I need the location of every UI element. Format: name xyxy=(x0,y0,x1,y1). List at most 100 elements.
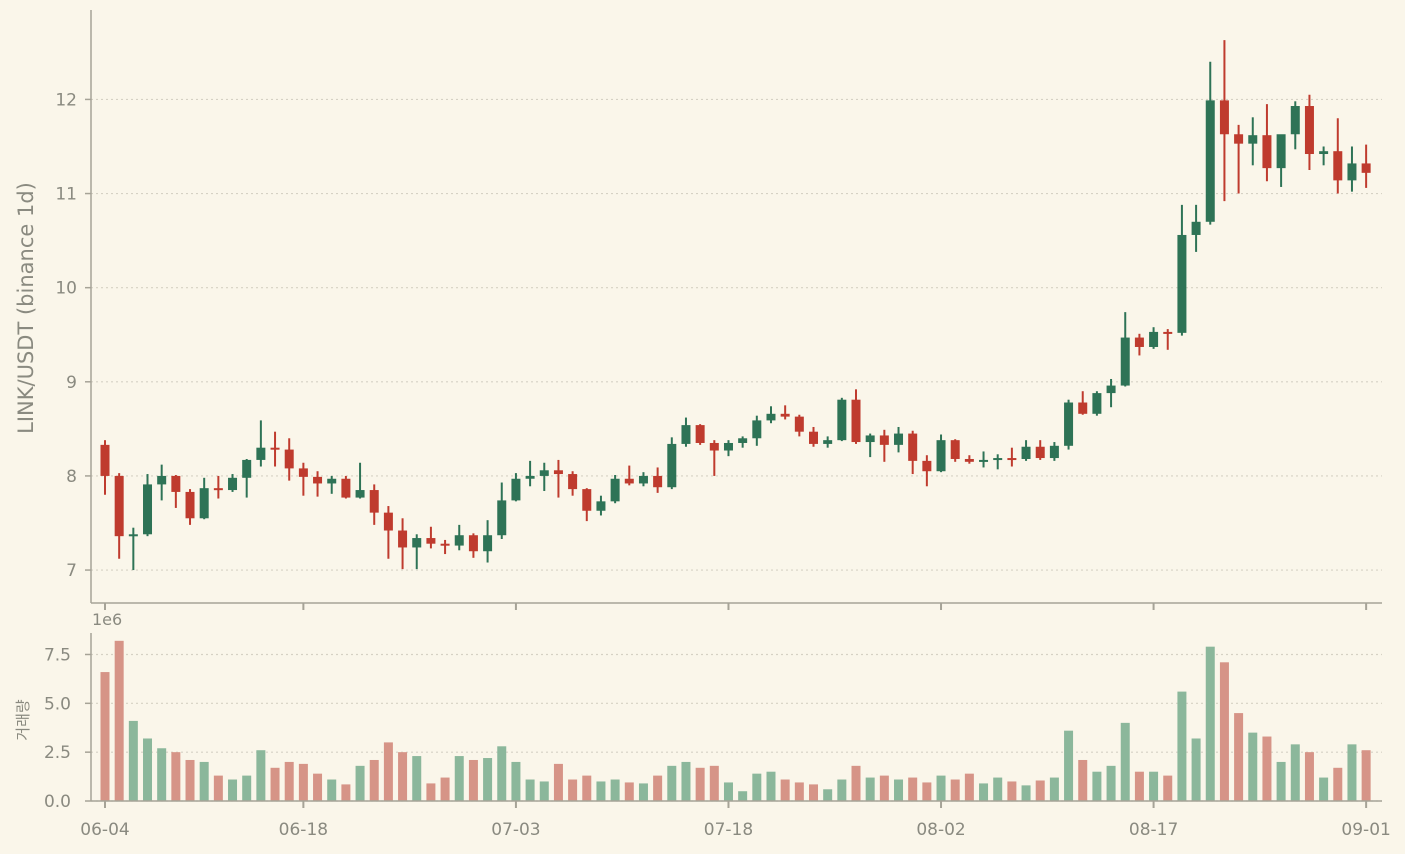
volume-bar xyxy=(539,781,549,801)
volume-bar xyxy=(851,765,861,801)
volume-gridlines xyxy=(91,653,1382,802)
candle-body xyxy=(936,440,946,472)
candle-body xyxy=(1276,134,1286,169)
price-candles xyxy=(100,40,1371,571)
price-y-tick-label: 10 xyxy=(55,279,77,299)
volume-bar xyxy=(355,765,365,801)
price-gridlines xyxy=(91,98,1382,571)
price-y-tick-label: 9 xyxy=(66,373,77,393)
volume-scale-label: 1e6 xyxy=(92,610,122,629)
volume-bar xyxy=(553,763,563,801)
volume-bar xyxy=(681,761,691,801)
volume-bar xyxy=(766,771,776,801)
volume-bar xyxy=(837,779,847,801)
volume-bar xyxy=(1347,744,1357,801)
volume-bar xyxy=(936,775,946,801)
candle-body xyxy=(1120,337,1130,386)
candle-body xyxy=(851,399,861,443)
volume-axis-label: 거래량 xyxy=(14,699,32,741)
volume-bar xyxy=(1177,691,1187,801)
candle-body xyxy=(327,478,337,484)
volume-y-tick-label: 7.5 xyxy=(44,645,71,665)
candle-body xyxy=(766,413,776,421)
candle-body xyxy=(1205,100,1215,222)
volume-bar xyxy=(667,765,677,801)
candle-body xyxy=(964,458,974,462)
volume-bar xyxy=(908,777,918,801)
volume-bar xyxy=(922,782,932,801)
candle-body xyxy=(568,474,578,490)
price-axes: 7 8 9 10 11 12 xyxy=(55,10,1382,610)
candle-body xyxy=(242,459,252,478)
candle-body xyxy=(1163,331,1173,334)
volume-bar xyxy=(1064,730,1074,801)
candle-body xyxy=(809,431,818,444)
candle-body xyxy=(653,475,663,488)
candle-body xyxy=(1092,393,1102,414)
candle-body xyxy=(199,488,209,519)
volume-bar xyxy=(199,761,209,801)
volume-bar xyxy=(1078,759,1088,801)
candle-body xyxy=(1035,446,1045,459)
volume-bar xyxy=(341,784,351,801)
x-tick-label: 08-02 xyxy=(916,820,965,840)
volume-bar xyxy=(228,779,238,801)
volume-bar xyxy=(114,640,124,801)
volume-bar xyxy=(497,746,507,801)
candle-body xyxy=(468,535,478,552)
volume-bar xyxy=(1163,775,1173,801)
volume-bar xyxy=(483,758,493,801)
candle-body xyxy=(1106,385,1116,394)
candle-body xyxy=(1347,163,1357,181)
volume-y-tick-label: 5.0 xyxy=(44,694,71,714)
candle-body xyxy=(596,501,606,511)
volume-bar xyxy=(1290,744,1300,801)
candle-body xyxy=(894,433,904,445)
candle-body xyxy=(908,433,918,461)
candle-body xyxy=(1262,135,1272,169)
volume-bar xyxy=(1304,752,1314,801)
candle-body xyxy=(355,490,365,498)
volume-bar xyxy=(993,777,1003,801)
candle-body xyxy=(1191,221,1201,235)
volume-bar xyxy=(638,783,648,801)
candle-body xyxy=(1290,106,1300,135)
volume-bar xyxy=(723,782,733,801)
candle-body xyxy=(837,399,847,441)
candle-body xyxy=(454,535,464,546)
candle-body xyxy=(993,458,1003,461)
volume-bar xyxy=(809,784,818,801)
volume-bar xyxy=(1021,785,1031,801)
candle-body xyxy=(171,475,181,492)
volume-bar xyxy=(950,779,960,801)
volume-bar xyxy=(738,791,748,801)
candle-body xyxy=(114,475,124,537)
candle-body xyxy=(752,420,762,439)
volume-bar xyxy=(426,783,436,801)
x-tick-label: 06-18 xyxy=(279,820,328,840)
price-panel: 7 8 9 10 11 12 LINK/USDT (binance 1d) xyxy=(14,10,1382,610)
candle-body xyxy=(1361,163,1371,173)
candle-body xyxy=(922,460,932,472)
volume-bar xyxy=(171,752,181,801)
volume-bar xyxy=(1276,761,1286,801)
candle-body xyxy=(1078,402,1088,414)
volume-bar xyxy=(979,783,989,801)
candle-body xyxy=(256,447,266,460)
volume-bar xyxy=(568,779,578,801)
candle-body xyxy=(483,535,493,552)
volume-bar xyxy=(313,773,323,801)
price-y-tick-label: 7 xyxy=(66,561,77,581)
volume-bar xyxy=(1262,736,1272,801)
x-tick-label: 08-17 xyxy=(1129,820,1178,840)
volume-bar xyxy=(454,756,464,801)
volume-bar xyxy=(525,779,535,801)
candle-body xyxy=(1234,134,1244,144)
candle-body xyxy=(695,425,705,443)
candle-body xyxy=(539,470,549,476)
candle-body xyxy=(950,440,960,459)
volume-bar xyxy=(879,775,889,801)
x-tick-label: 06-04 xyxy=(80,820,129,840)
volume-bar xyxy=(1319,777,1329,801)
volume-bar xyxy=(256,750,266,801)
